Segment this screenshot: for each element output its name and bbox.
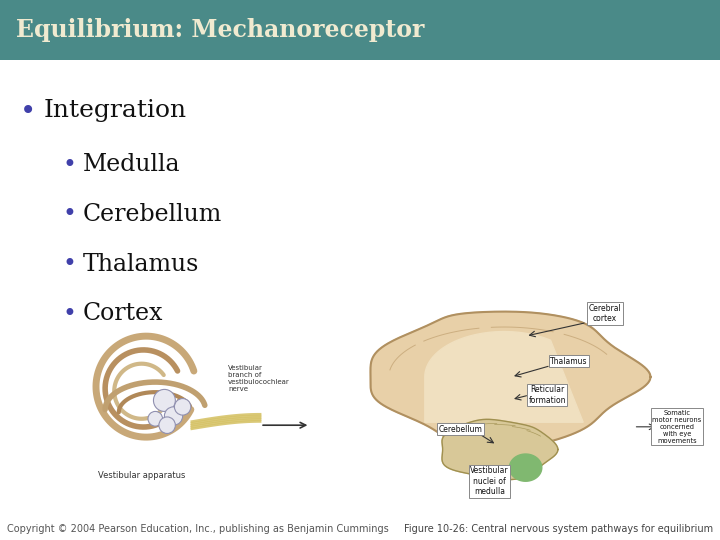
Text: Vestibular
branch of
vestibulocochlear
nerve: Vestibular branch of vestibulocochlear n… (228, 365, 290, 392)
Text: Somatic
motor neurons
concerned
with eye
movements: Somatic motor neurons concerned with eye… (652, 410, 701, 444)
Text: Cerebellum: Cerebellum (439, 424, 482, 434)
Text: Thalamus: Thalamus (550, 356, 588, 366)
Text: Reticular
formation: Reticular formation (528, 386, 566, 405)
Text: Cerebellum: Cerebellum (83, 203, 222, 226)
Bar (0, 0, 720, 60)
Text: Figure 10-26: Central nervous system pathways for equilibrium: Figure 10-26: Central nervous system pat… (404, 523, 713, 534)
Circle shape (153, 389, 176, 411)
Text: •: • (63, 153, 76, 177)
Text: Cerebral
cortex: Cerebral cortex (588, 303, 621, 323)
Text: •: • (63, 202, 76, 226)
Text: Integration: Integration (43, 99, 186, 122)
Text: Equilibrium: Mechanoreceptor: Equilibrium: Mechanoreceptor (16, 18, 424, 42)
Circle shape (174, 399, 191, 415)
Text: Vestibular
nuclei of
medulla: Vestibular nuclei of medulla (470, 467, 509, 496)
Text: Copyright © 2004 Pearson Education, Inc., publishing as Benjamin Cummings: Copyright © 2004 Pearson Education, Inc.… (7, 523, 389, 534)
Polygon shape (371, 312, 650, 448)
Polygon shape (442, 420, 558, 480)
Circle shape (164, 407, 183, 425)
Text: •: • (63, 302, 76, 326)
Text: Medulla: Medulla (83, 153, 180, 176)
Polygon shape (425, 332, 583, 422)
Text: Thalamus: Thalamus (83, 253, 199, 275)
Polygon shape (510, 454, 541, 481)
Text: •: • (63, 252, 76, 276)
Text: •: • (20, 97, 37, 125)
Circle shape (148, 411, 163, 426)
Text: Vestibular apparatus: Vestibular apparatus (98, 471, 185, 481)
Text: Cortex: Cortex (83, 302, 163, 325)
Circle shape (159, 417, 176, 434)
